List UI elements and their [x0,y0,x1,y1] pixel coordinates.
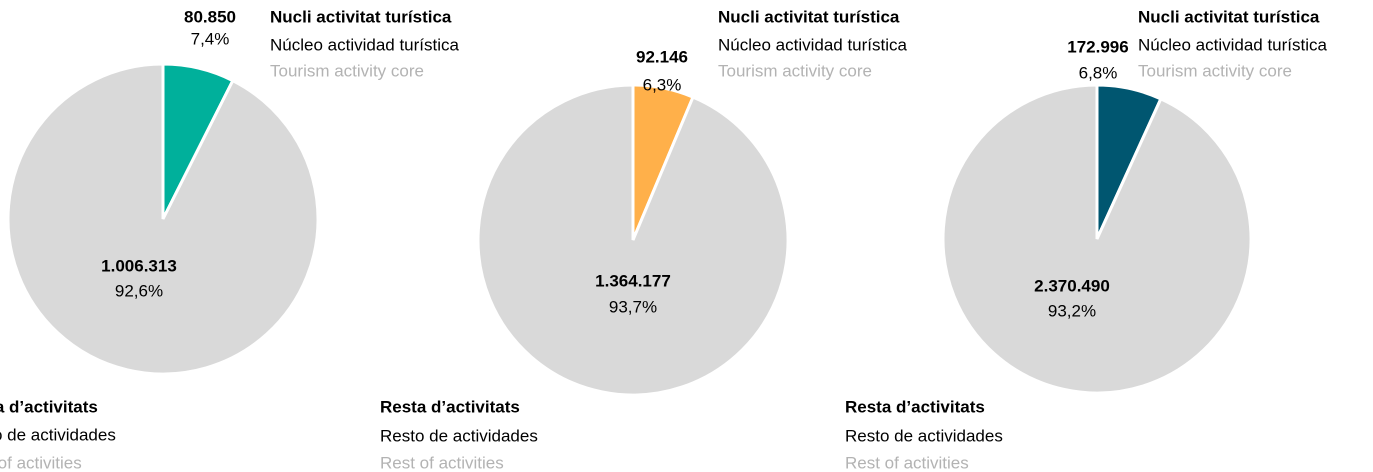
value-label: 1.006.313 [101,256,177,275]
percent-label: 7,4% [191,29,230,48]
category-label: Resta d’activitats [0,397,98,416]
value-label: 92.146 [636,47,688,66]
category-label-en: Tourism activity core [718,61,872,80]
category-label: Resta d’activitats [380,397,520,416]
percent-label: 93,2% [1048,301,1096,320]
category-label: Nucli activitat turística [270,7,452,26]
pie-slice [476,83,790,397]
pie-slice [6,62,320,376]
percent-label: 6,8% [1079,63,1118,82]
category-label-es: Núcleo actividad turística [1138,35,1328,54]
category-label-es: Núcleo actividad turística [718,35,908,54]
percent-label: 92,6% [115,281,163,300]
category-label-es: Núcleo actividad turística [270,35,460,54]
category-label: Nucli activitat turística [718,7,900,26]
category-label-en: Rest of activities [0,453,82,472]
value-label: 80.850 [184,7,236,26]
category-label-es: Resto de actividades [0,425,116,444]
category-label: Resta d’activitats [845,397,985,416]
value-label: 172.996 [1067,37,1128,56]
value-label: 1.364.177 [595,271,671,290]
percent-label: 93,7% [609,297,657,316]
percent-label: 6,3% [643,75,682,94]
category-label-en: Rest of activities [845,453,969,472]
category-label-en: Tourism activity core [270,61,424,80]
pie-slice [941,83,1253,395]
category-label: Nucli activitat turística [1138,7,1320,26]
category-label-en: Tourism activity core [1138,61,1292,80]
category-label-en: Rest of activities [380,453,504,472]
category-label-es: Resto de actividades [845,426,1003,445]
value-label: 2.370.490 [1034,276,1110,295]
category-label-es: Resto de actividades [380,426,538,445]
